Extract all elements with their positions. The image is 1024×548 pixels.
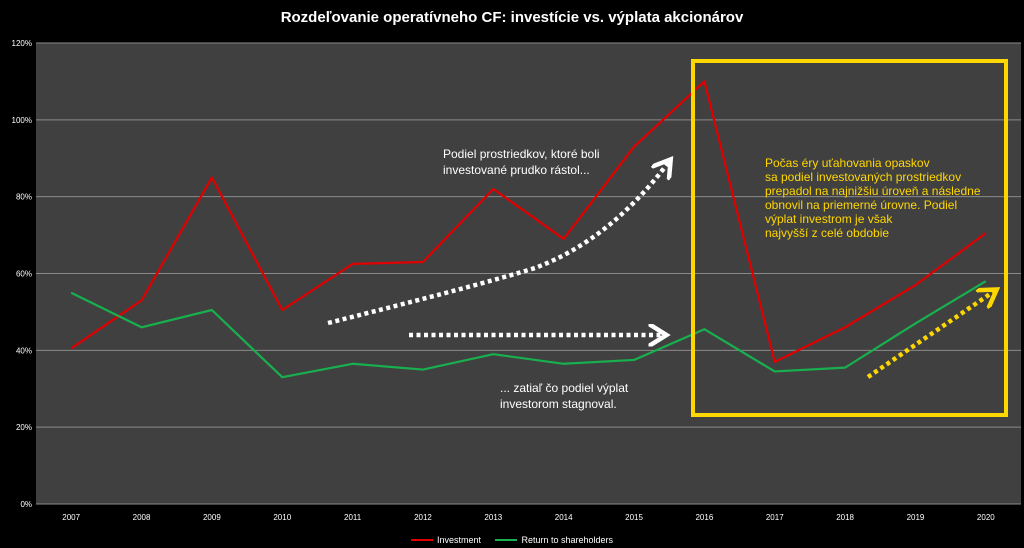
legend-item-investment: Investment	[410, 535, 481, 545]
chart-title: Rozdeľovanie operatívneho CF: investície…	[280, 9, 744, 26]
x-tick-label: 2011	[344, 513, 362, 522]
x-tick-label: 2018	[836, 513, 854, 522]
y-axis-ticks: 0% 20% 40% 60% 80% 100% 120%	[12, 39, 32, 509]
x-tick-label: 2012	[414, 513, 432, 522]
investment-note: Podiel prostriedkov, ktoré boli investov…	[443, 147, 603, 177]
highlight-trend-arrow	[866, 292, 993, 379]
x-tick-label: 2019	[907, 513, 925, 522]
x-tick-label: 2009	[203, 513, 221, 522]
series-line-return-to-shareholders	[70, 280, 987, 379]
x-tick-label: 2013	[484, 513, 502, 522]
y-tick-label: 0%	[20, 500, 32, 509]
x-tick-label: 2016	[695, 513, 713, 522]
x-tick-label: 2020	[977, 513, 995, 522]
legend-swatch-return-to-shareholders	[495, 539, 518, 541]
series-lines	[70, 80, 987, 379]
y-tick-label: 20%	[16, 423, 32, 432]
y-tick-label: 40%	[16, 346, 32, 355]
investment-trend-arrow	[327, 163, 668, 326]
legend-label-investment: Investment	[436, 535, 481, 545]
x-tick-label: 2015	[625, 513, 643, 522]
y-tick-label: 120%	[12, 39, 32, 48]
y-tick-label: 100%	[12, 116, 32, 125]
legend-label-return-to-shareholders: Return to shareholders	[521, 535, 614, 545]
legend-swatch-investment	[410, 539, 433, 541]
x-tick-label: 2007	[62, 513, 80, 522]
x-tick-label: 2008	[133, 513, 151, 522]
x-axis-ticks: 2007 2008 2009 2010 2011 2012 2013 2014 2015 2016…	[62, 513, 995, 522]
highlight-box	[691, 59, 1008, 417]
x-tick-label: 2017	[766, 513, 784, 522]
x-tick-label: 2014	[555, 513, 573, 522]
series-line-investment	[70, 80, 987, 363]
shareholders-note: ... zatiaľ čo podiel výplat investorom s…	[500, 381, 632, 411]
x-tick-label: 2010	[273, 513, 291, 522]
legend-item-return-to-shareholders: Return to shareholders	[495, 535, 613, 545]
highlight-note: Počas éry uťahovania opaskov sa podiel i…	[765, 156, 984, 240]
y-tick-label: 80%	[16, 193, 32, 202]
y-tick-label: 60%	[16, 270, 32, 279]
chart-legend: Investment Return to shareholders	[0, 533, 1024, 545]
